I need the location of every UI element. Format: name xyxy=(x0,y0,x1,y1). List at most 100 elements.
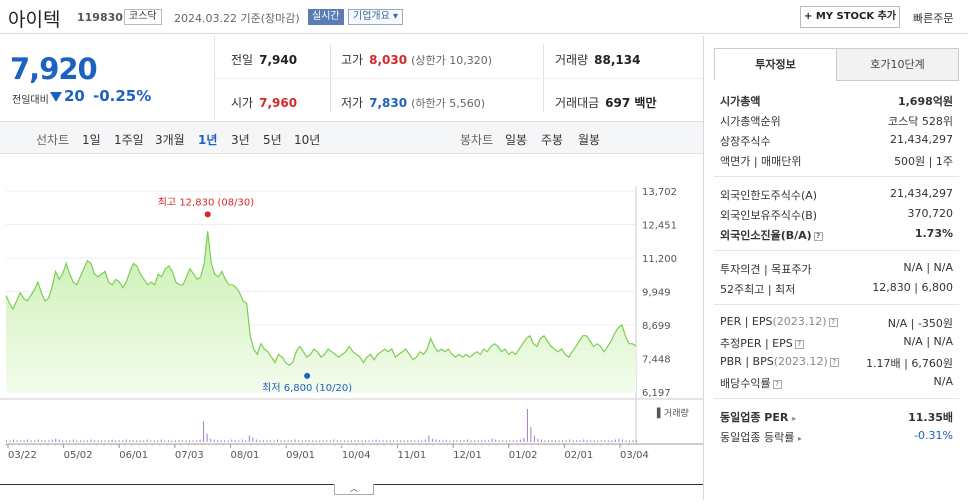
volume-bar xyxy=(160,439,162,442)
dividend-text: 배당수익률 xyxy=(720,377,771,390)
volume-bar xyxy=(136,440,138,442)
help-icon[interactable]: ? xyxy=(829,358,839,367)
estimated-per-text: 추정PER | EPS xyxy=(720,337,793,350)
volume-bar xyxy=(199,439,201,442)
volume-bar xyxy=(55,438,57,442)
volume-bar xyxy=(90,439,92,442)
volume-label: 거래량 xyxy=(555,53,589,67)
pbr-bps-row: PBR | BPS(2023.12)? 1.17배 | 6,760원 xyxy=(714,352,959,372)
volume-bar xyxy=(298,440,300,442)
volume-bar xyxy=(614,439,616,442)
company-name[interactable]: 아이텍 xyxy=(8,9,61,31)
volume-bar xyxy=(108,440,110,442)
volume-bar xyxy=(255,439,257,442)
tab-order-book[interactable]: 호가10단계 xyxy=(836,48,959,81)
industry-per-label[interactable]: 동일업종 PER ▸ xyxy=(720,409,796,425)
realtime-badge[interactable]: 실시간 xyxy=(308,9,344,25)
pbr-bps-value: 1.17배 | 6,760원 xyxy=(866,357,953,370)
volume-bar xyxy=(69,440,71,442)
volume-bar xyxy=(203,421,205,442)
volume-value: 88,134 xyxy=(594,53,641,67)
tab-monthly[interactable]: 월봉 xyxy=(578,133,601,147)
x-tick-label: 02/01 xyxy=(564,450,593,461)
volume-bar xyxy=(333,439,335,442)
volume-bar xyxy=(572,440,574,442)
high-price: 고가 8,030 (상한가 10,320) xyxy=(341,51,492,68)
help-icon[interactable]: ? xyxy=(772,380,782,389)
volume-bar xyxy=(178,440,180,442)
high-value: 8,030 xyxy=(369,53,408,67)
help-icon[interactable]: ? xyxy=(794,340,804,349)
volume-bar xyxy=(632,440,634,442)
chevron-down-icon: ▾ xyxy=(393,11,399,22)
volume-bar xyxy=(58,439,60,442)
help-icon[interactable]: ? xyxy=(828,318,838,327)
volume-bar xyxy=(484,440,486,442)
volume-bar xyxy=(410,440,412,442)
help-icon[interactable]: ? xyxy=(813,232,823,241)
tab-3year[interactable]: 3년 xyxy=(231,133,250,147)
tab-1week[interactable]: 1주일 xyxy=(114,133,144,147)
volume-bar xyxy=(93,440,95,442)
divider xyxy=(714,398,959,399)
info-row-value: 코스닥 528위 xyxy=(888,115,953,128)
volume-bar xyxy=(463,440,465,442)
info-row-value: 21,434,297 xyxy=(890,187,953,200)
volume-bar xyxy=(30,440,32,442)
volume-bar xyxy=(171,440,173,442)
volume-bar xyxy=(185,440,187,442)
tab-1day[interactable]: 1일 xyxy=(82,133,101,147)
low-annotation: 최저 6,800 (10/20) xyxy=(262,382,352,394)
tab-10year[interactable]: 10년 xyxy=(294,133,321,147)
volume-bar xyxy=(51,439,53,442)
volume-bar xyxy=(86,440,88,442)
tab-investment-info[interactable]: 투자정보 xyxy=(714,48,837,81)
volume-bar xyxy=(343,440,345,442)
industry-rate-row: 동일업종 등락률 ▸ -0.31% xyxy=(714,426,959,446)
volume-bar xyxy=(548,440,550,442)
industry-rate-label[interactable]: 동일업종 등락률 ▸ xyxy=(720,429,802,445)
tab-3month[interactable]: 3개월 xyxy=(155,133,185,147)
info-row-value: 1.73% xyxy=(914,227,953,240)
tab-weekly[interactable]: 주봉 xyxy=(541,133,564,147)
quick-order-link[interactable]: 빠른주문 xyxy=(913,12,954,25)
volume-bar xyxy=(97,440,99,442)
volume-bar xyxy=(329,440,331,442)
volume-bar xyxy=(153,440,155,442)
amount-value: 697 백만 xyxy=(605,96,657,110)
per-eps-date: (2023.12) xyxy=(772,315,827,328)
price-chart[interactable]: 13,702 12,451 11,200 9,949 8,699 7,448 6,197 최고… xyxy=(0,154,703,500)
volume-bar xyxy=(301,440,303,442)
volume-bar xyxy=(150,440,152,442)
add-my-stock-button[interactable]: + MY STOCK 추가 xyxy=(800,6,900,28)
volume-bar xyxy=(217,440,219,442)
volume-bar xyxy=(44,440,46,442)
x-tick-label: 07/03 xyxy=(175,450,204,461)
info-row-label: 외국인한도주식수(A) xyxy=(720,189,818,202)
caret-right-icon: ▸ xyxy=(792,414,797,423)
volume-bar xyxy=(20,440,22,442)
volume-bar xyxy=(502,440,504,442)
volume-bar xyxy=(407,440,409,442)
open-label: 시가 xyxy=(231,96,254,110)
market-cap-section: 시가총액 1,698억원 시가총액순위 코스닥 528위 상장주식수 21,434,297… xyxy=(714,90,959,170)
tab-5year[interactable]: 5년 xyxy=(263,133,282,147)
tab-1year[interactable]: 1년 xyxy=(198,133,218,147)
collapse-chart-button[interactable]: ︿ xyxy=(334,484,374,495)
volume-bar xyxy=(421,440,423,442)
volume-bar xyxy=(340,440,342,442)
volume-bar xyxy=(491,438,493,442)
volume: 거래량 88,134 xyxy=(555,51,640,68)
volume-bar xyxy=(540,439,542,442)
tab-daily[interactable]: 일봉 xyxy=(505,133,528,147)
volume-bar xyxy=(530,427,532,442)
volume-bar xyxy=(537,438,539,442)
y-tick-label: 6,197 xyxy=(642,388,671,399)
volume-bar xyxy=(590,440,592,442)
volume-bar xyxy=(34,440,36,442)
per-eps-row: PER | EPS(2023.12)? N/A | -350원 xyxy=(714,312,959,332)
company-overview-button[interactable]: 기업개요 ▾ xyxy=(348,9,404,25)
low-value: 7,830 xyxy=(369,96,408,110)
volume-bar xyxy=(252,437,254,442)
divider xyxy=(714,250,959,251)
